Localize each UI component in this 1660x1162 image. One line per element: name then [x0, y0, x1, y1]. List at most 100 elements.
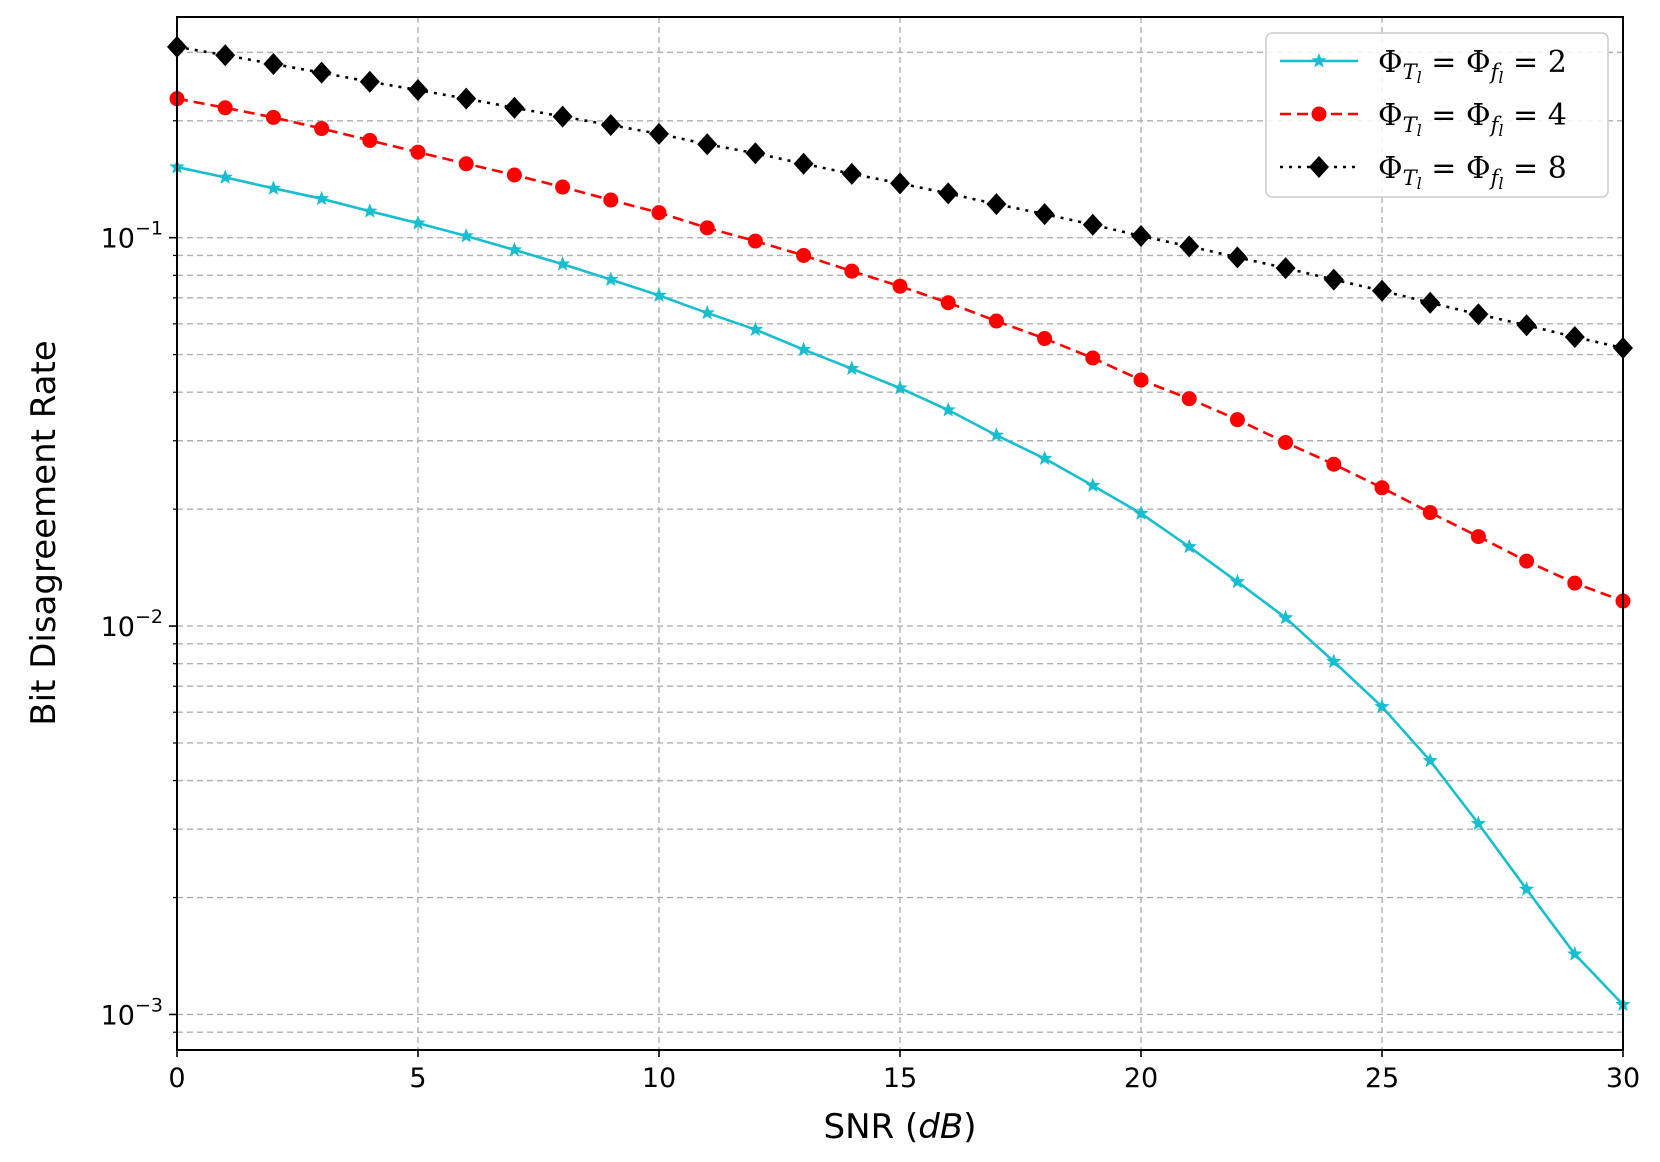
legend-marker-8: [1309, 156, 1329, 178]
y-tick-base: 10: [101, 224, 135, 255]
data-point-8: [890, 172, 910, 195]
data-point-4: [1229, 412, 1245, 428]
data-point-4: [1085, 350, 1101, 366]
x-tick-label: 5: [409, 1063, 426, 1094]
legend-label-2: ΦTl = Φfl = 2: [1378, 45, 1567, 87]
data-point-4: [1181, 391, 1197, 407]
data-point-2: [940, 402, 956, 417]
data-point-8: [215, 44, 236, 67]
x-tick-label: 30: [1606, 1063, 1640, 1094]
data-point-2: [458, 228, 474, 243]
data-point-4: [410, 144, 426, 160]
data-point-4: [555, 179, 571, 195]
data-point-2: [603, 271, 619, 287]
data-point-8: [1275, 257, 1296, 280]
data-point-2: [217, 169, 233, 184]
y-tick-base: 10: [101, 612, 135, 643]
data-point-4: [1519, 553, 1535, 569]
x-tick-label: 10: [642, 1063, 676, 1094]
y-axis-label: Bit Disagreement Rate: [24, 340, 64, 725]
data-point-2: [1229, 573, 1246, 589]
data-point-4: [314, 121, 330, 137]
data-point-8: [938, 182, 959, 205]
y-tick-exponent: −2: [135, 606, 163, 628]
data-point-2: [892, 380, 908, 395]
data-point-2: [1422, 752, 1438, 768]
data-point-8: [841, 162, 862, 185]
data-point-8: [1179, 235, 1200, 258]
data-point-8: [359, 70, 380, 93]
data-point-2: [1133, 505, 1149, 520]
data-point-8: [1564, 325, 1585, 348]
data-point-8: [408, 79, 428, 102]
data-point-8: [1468, 303, 1489, 326]
data-point-8: [600, 114, 621, 137]
legend-param-value: 4: [1548, 98, 1567, 133]
x-tick-label: 25: [1365, 1063, 1399, 1094]
data-point-4: [506, 167, 522, 183]
data-point-4: [747, 233, 763, 249]
legend-label-8: ΦTl = Φfl = 8: [1378, 151, 1567, 193]
data-point-8: [1372, 279, 1392, 302]
data-point-2: [1277, 609, 1294, 625]
y-tick-label: 10−3: [101, 994, 163, 1031]
data-point-2: [506, 241, 523, 257]
data-point-4: [1567, 575, 1583, 591]
data-point-4: [892, 278, 908, 294]
legend-entry-4: ΦTl = Φfl = 4: [1280, 98, 1567, 140]
data-point-8: [1420, 291, 1441, 314]
data-point-4: [699, 220, 715, 236]
legend-label-4: ΦTl = Φfl = 4: [1378, 98, 1567, 140]
data-point-8: [1323, 268, 1344, 291]
x-tick-label: 15: [883, 1063, 917, 1094]
data-point-2: [1085, 477, 1101, 493]
data-point-2: [1181, 538, 1197, 554]
y-tick-exponent: −1: [135, 218, 163, 240]
data-point-4: [1037, 331, 1053, 347]
data-point-8: [1082, 213, 1103, 236]
data-point-8: [986, 193, 1007, 216]
y-tick-exponent: −3: [135, 994, 163, 1016]
data-point-4: [458, 156, 474, 172]
data-point-2: [988, 427, 1005, 442]
data-point-2: [1567, 946, 1583, 961]
series-4: [169, 91, 1631, 609]
data-point-4: [362, 132, 378, 148]
legend-marker-2: [1311, 53, 1327, 68]
data-point-8: [504, 96, 525, 119]
data-point-4: [603, 192, 619, 208]
legend-param-value: 8: [1548, 151, 1567, 186]
data-point-8: [263, 53, 284, 76]
legend-param-value: 2: [1548, 45, 1567, 80]
legend-marker-4: [1311, 106, 1327, 122]
data-point-2: [1374, 698, 1390, 714]
data-point-2: [844, 360, 860, 376]
legend: ΦTl = Φfl = 2 ΦTl = Φfl = 4 ΦTl = Φfl = 8: [1265, 32, 1609, 198]
data-point-4: [1374, 480, 1390, 496]
data-point-8: [697, 133, 718, 156]
data-point-8: [1516, 314, 1537, 337]
data-point-4: [1470, 529, 1486, 545]
data-point-4: [940, 295, 956, 311]
data-point-2: [1326, 653, 1342, 669]
data-point-2: [651, 287, 667, 302]
data-point-4: [651, 205, 667, 221]
data-point-4: [796, 247, 812, 263]
data-point-2: [410, 215, 426, 230]
data-point-4: [265, 109, 281, 125]
data-point-4: [844, 263, 860, 279]
data-point-2: [362, 203, 378, 218]
data-point-8: [1131, 225, 1151, 248]
data-point-2: [1036, 450, 1053, 466]
x-tick-label: 20: [1124, 1063, 1158, 1094]
data-point-8: [1227, 246, 1248, 269]
data-point-2: [699, 304, 715, 320]
data-point-8: [745, 142, 766, 165]
data-point-2: [1518, 881, 1535, 896]
data-point-8: [456, 87, 477, 110]
data-point-8: [793, 152, 814, 175]
data-point-4: [1326, 456, 1342, 472]
data-point-8: [311, 61, 332, 84]
data-point-4: [1133, 372, 1149, 388]
